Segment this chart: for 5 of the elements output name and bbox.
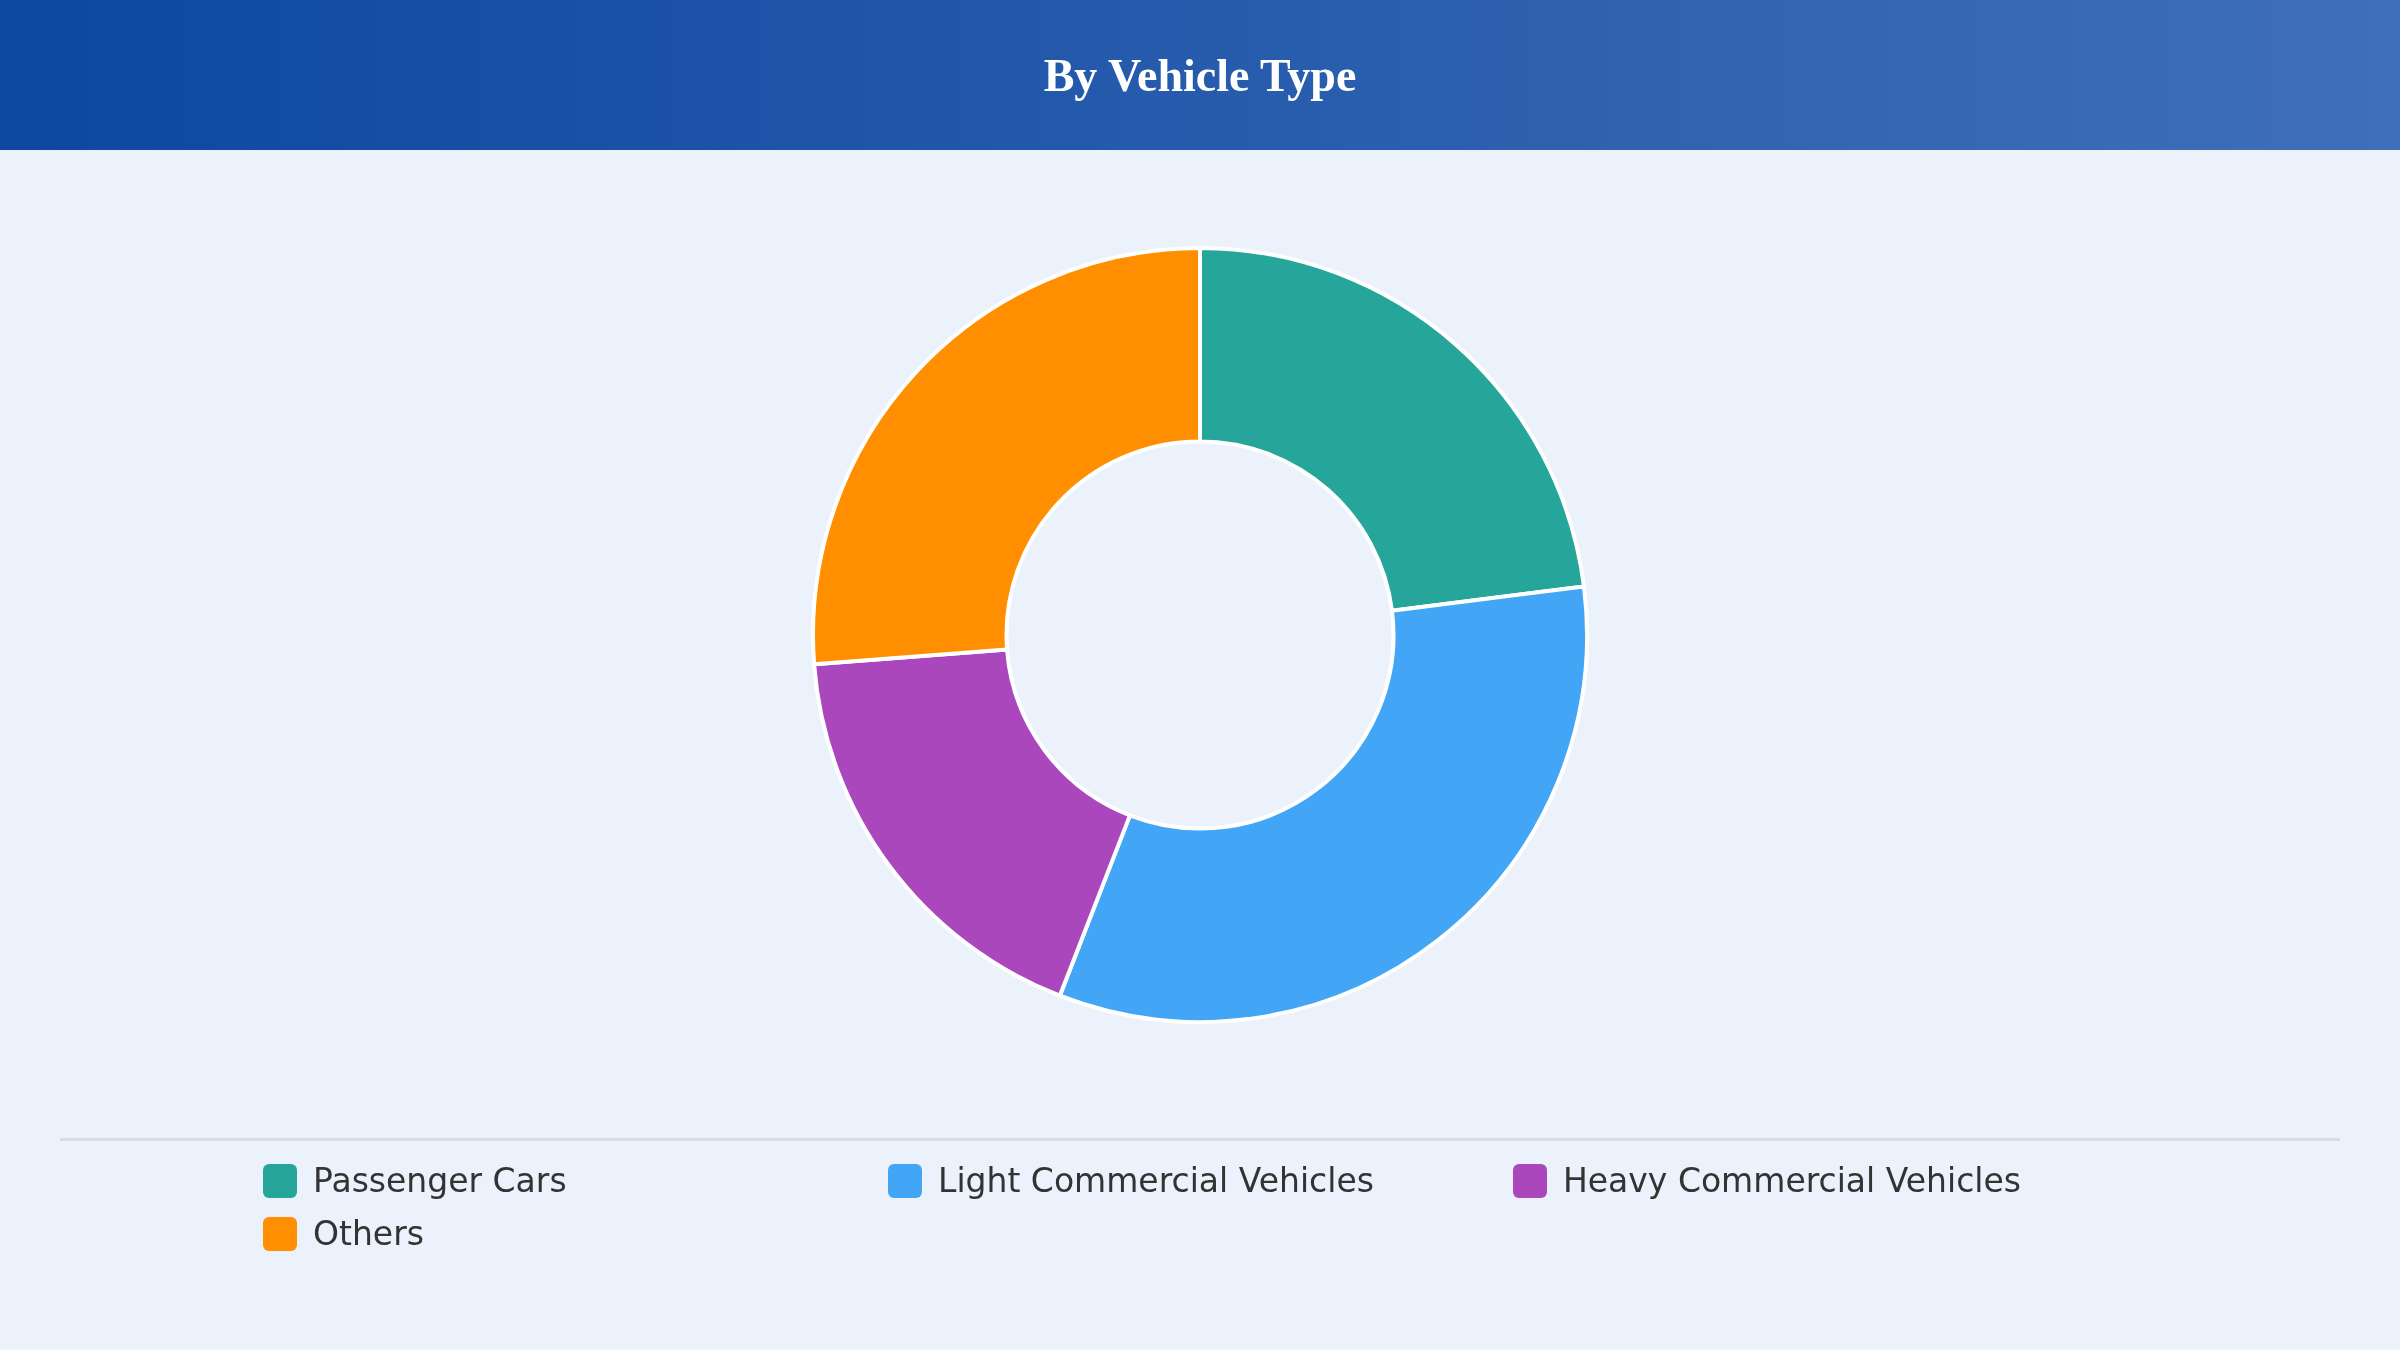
- legend-label: Others: [313, 1214, 424, 1253]
- legend-label: Light Commercial Vehicles: [938, 1161, 1374, 1200]
- chart-title: By Vehicle Type: [1043, 48, 1357, 102]
- legend-label: Passenger Cars: [313, 1161, 567, 1200]
- legend-label: Heavy Commercial Vehicles: [1563, 1161, 2021, 1200]
